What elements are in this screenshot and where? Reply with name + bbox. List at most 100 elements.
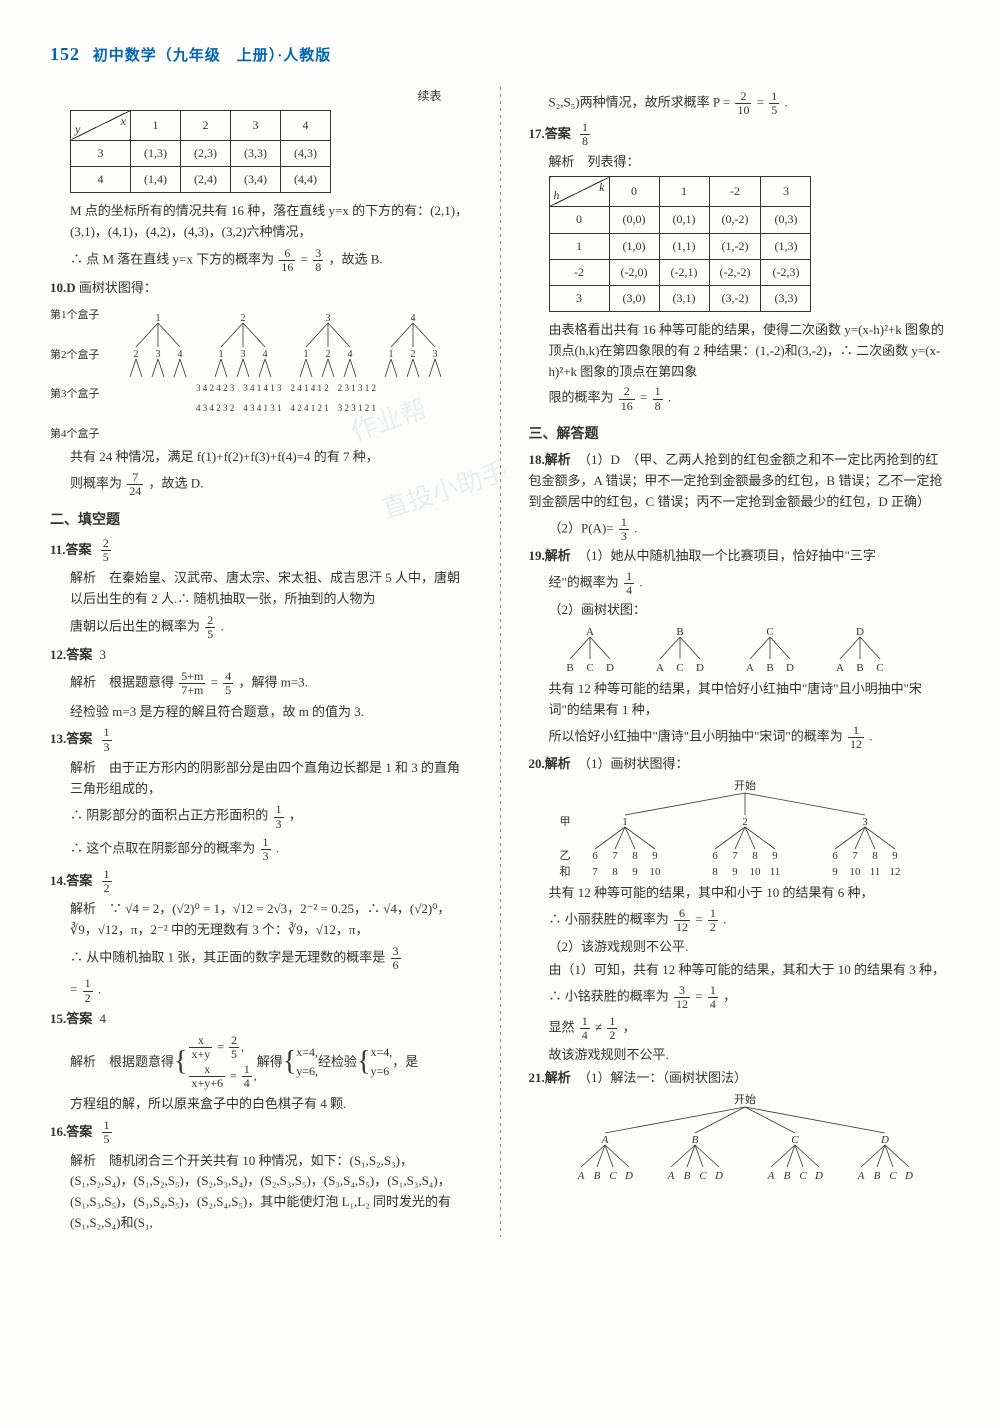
col-header: 4 xyxy=(281,110,331,140)
q14: 14.答案 12 xyxy=(50,867,472,896)
fraction: 18 xyxy=(653,385,663,412)
svg-text:甲: 甲 xyxy=(559,816,570,828)
column-divider xyxy=(500,87,501,1237)
col-header: -2 xyxy=(709,177,761,207)
svg-text:B: B xyxy=(593,1170,600,1182)
fraction: 12 xyxy=(607,1015,617,1042)
paragraph: （2）该游戏规则不公平. xyxy=(549,937,951,958)
svg-text:8: 8 xyxy=(872,850,878,862)
fraction: 25 xyxy=(101,537,111,564)
fraction: 13 xyxy=(619,516,629,543)
cell: (4,3) xyxy=(281,140,331,166)
svg-text:4: 4 xyxy=(410,313,415,324)
svg-text:C: C xyxy=(586,662,593,674)
svg-text:A: A xyxy=(586,626,594,638)
q10: 10.D 画树状图得： xyxy=(50,278,472,299)
q19: 19.解析 （1）她从中随机抽取一个比赛项目，恰好抽中"三字 xyxy=(529,546,951,567)
svg-text:1: 1 xyxy=(622,816,628,828)
paragraph: 解析 由于正方形内的阴影部分是由四个直角边长都是 1 和 3 的直角三角形组成的… xyxy=(70,758,472,800)
fraction: 38 xyxy=(313,247,323,274)
tree-21-svg: 开始 ABCD ABCD ABCD ABCD ABCD xyxy=(545,1093,925,1183)
svg-text:2: 2 xyxy=(325,349,330,360)
svg-text:开始: 开始 xyxy=(734,1093,756,1106)
svg-text:C: C xyxy=(766,626,773,638)
svg-text:4 3 4 2 3 2 4 3 4 1 3 1 4 2 4: 4 3 4 2 3 2 4 3 4 1 3 1 4 2 4 1 2 1 3 2 … xyxy=(195,403,375,413)
left-column: 续表 x y 1 2 3 4 3 (1,3) (2,3) (3,3) xyxy=(50,87,472,1237)
paragraph: 解析 ∵ √4 = 2，(√2)⁰ = 1，√12 = 2√3，2⁻² = 0.… xyxy=(70,899,472,941)
svg-text:11: 11 xyxy=(869,866,880,878)
svg-text:10: 10 xyxy=(849,866,861,878)
svg-text:A: A xyxy=(656,662,664,674)
svg-text:12: 12 xyxy=(889,866,900,878)
paragraph: ∴ 点 M 落在直线 y=x 下方的概率为 616 = 38 ，故选 B. xyxy=(70,246,472,275)
q18: 18.解析 （1）D （甲、乙两人抢到的红包金额之和不一定比丙抢到的红包金额多，… xyxy=(529,450,951,512)
paragraph: 故该游戏规则不公平. xyxy=(549,1045,951,1066)
tree-diagram-1: 第1个盒子 第2个盒子 第3个盒子 第4个盒子 xyxy=(50,299,472,443)
svg-text:2: 2 xyxy=(240,313,245,324)
col-header: 2 xyxy=(181,110,231,140)
q12: 12.答案 3 xyxy=(50,645,472,666)
fraction: 13 xyxy=(261,836,271,863)
fraction: 312 xyxy=(674,984,690,1011)
svg-text:D: D xyxy=(904,1170,913,1182)
fraction: 12 xyxy=(83,977,93,1004)
q17: 17.答案 18 xyxy=(529,120,951,149)
content-columns: 续表 x y 1 2 3 4 3 (1,3) (2,3) (3,3) xyxy=(50,87,950,1237)
svg-text:D: D xyxy=(786,662,794,674)
svg-text:A: A xyxy=(746,662,754,674)
paragraph: S₂,S₅)两种情况，故所求概率 P = 210 = 15 . xyxy=(549,89,951,118)
svg-text:8: 8 xyxy=(612,866,618,878)
paragraph: 经"的概率为 14 . xyxy=(549,569,951,598)
svg-text:D: D xyxy=(814,1170,823,1182)
tree-row-labels: 第1个盒子 第2个盒子 第3个盒子 第4个盒子 xyxy=(50,307,100,443)
svg-text:7: 7 xyxy=(612,850,618,862)
cell: (1,3) xyxy=(131,140,181,166)
paragraph: 方程组的解，所以原来盒子中的白色棋子有 4 颗. xyxy=(70,1094,472,1115)
paragraph: （2）画树状图： xyxy=(549,600,951,621)
paragraph: ∴ 小丽获胜的概率为 612 = 12 . xyxy=(549,906,951,935)
svg-text:D: D xyxy=(606,662,614,674)
paragraph: ∴ 阴影部分的面积占正方形面积的 13 ， xyxy=(70,802,472,831)
svg-text:C: C xyxy=(876,662,883,674)
svg-text:9: 9 xyxy=(652,850,658,862)
svg-text:1: 1 xyxy=(303,349,308,360)
row-header: 4 xyxy=(71,167,131,193)
table-1: x y 1 2 3 4 3 (1,3) (2,3) (3,3) (4,3) 4 xyxy=(70,110,331,193)
col-header: 3 xyxy=(231,110,281,140)
fraction: 14 xyxy=(624,570,634,597)
q15: 15.答案 4 xyxy=(50,1009,472,1030)
cell: (2,4) xyxy=(181,167,231,193)
fraction: 112 xyxy=(848,724,864,751)
svg-text:6: 6 xyxy=(712,850,718,862)
paragraph: 解析 列表得： xyxy=(549,152,951,173)
svg-text:4: 4 xyxy=(177,349,182,360)
cell: (4,4) xyxy=(281,167,331,193)
fraction: 13 xyxy=(102,726,112,753)
svg-text:11: 11 xyxy=(769,866,780,878)
brace-icon: { xyxy=(357,1040,370,1085)
svg-text:2: 2 xyxy=(133,349,138,360)
paragraph: 由表格看出共有 16 种等可能的结果，使得二次函数 y=(x-h)²+k 图象的… xyxy=(549,320,951,382)
paragraph: 限的概率为 216 = 18 . xyxy=(549,384,951,413)
svg-text:乙: 乙 xyxy=(559,849,570,862)
svg-text:3 4 2 4 2 3 3 4 1 4 1 3 2 4 1: 3 4 2 4 2 3 3 4 1 4 1 3 2 4 1 4 1 2 2 3 … xyxy=(195,383,375,393)
svg-text:C: C xyxy=(699,1170,707,1182)
paragraph: 唐朝以后出生的概率为 25 . xyxy=(70,613,472,642)
fraction: 612 xyxy=(674,907,690,934)
book-title: 初中数学（九年级 上册）·人教版 xyxy=(93,48,332,64)
svg-text:3: 3 xyxy=(325,313,330,324)
tree-svg: 1234 234 134 124 123 3 4 2 4 2 3 3 4 1 4… xyxy=(116,311,456,431)
svg-text:8: 8 xyxy=(632,850,638,862)
svg-text:9: 9 xyxy=(892,850,898,862)
paragraph: 共有 12 种等可能的结果，其中和小于 10 的结果有 6 种， xyxy=(549,883,951,904)
svg-text:D: D xyxy=(696,662,704,674)
page-number: 152 xyxy=(50,44,80,64)
svg-text:C: C xyxy=(799,1170,807,1182)
paragraph: 共有 24 种情况，满足 f(1)+f(2)+f(3)+f(4)=4 的有 7 … xyxy=(70,447,472,468)
svg-text:A: A xyxy=(836,662,844,674)
section-title: 二、填空题 xyxy=(50,510,472,532)
svg-text:D: D xyxy=(624,1170,633,1182)
fraction: 14 xyxy=(708,984,718,1011)
q13: 13.答案 13 xyxy=(50,725,472,754)
svg-text:3: 3 xyxy=(862,816,868,828)
